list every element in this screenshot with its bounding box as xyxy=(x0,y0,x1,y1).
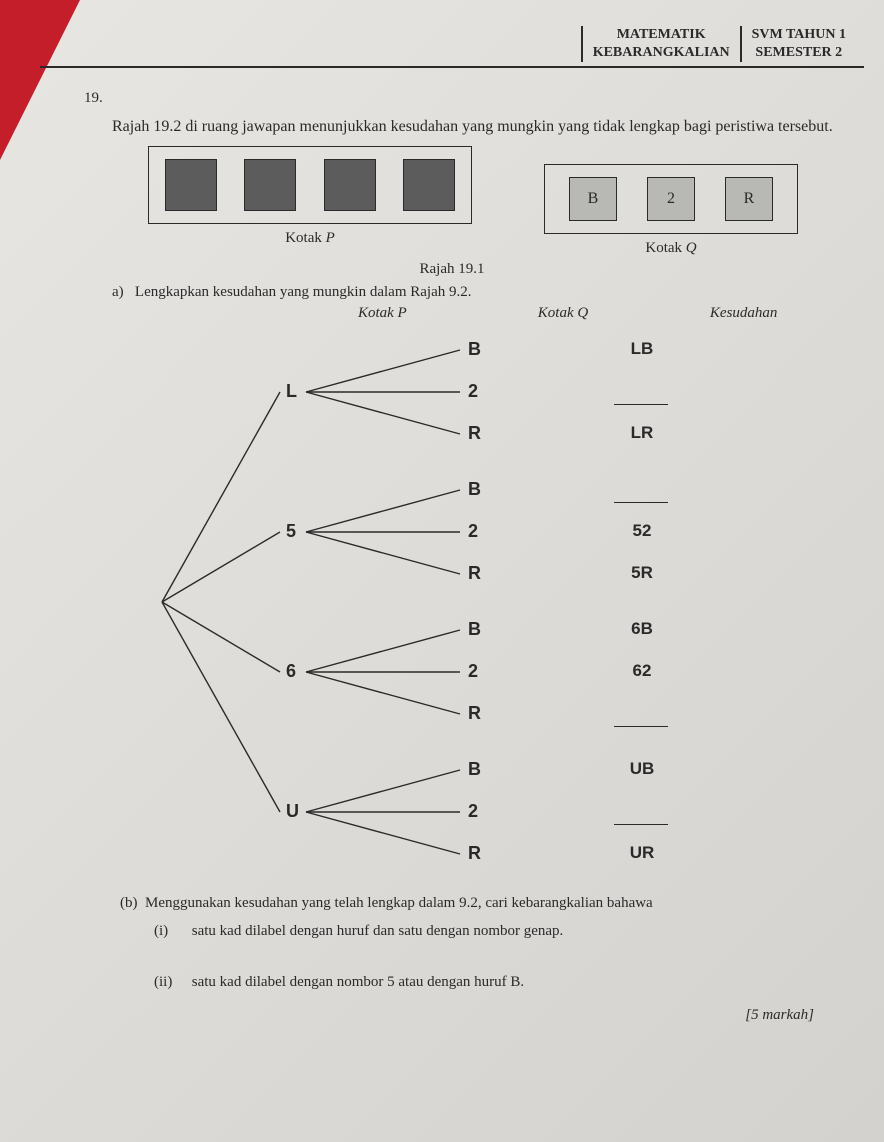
header-level: SVM TAHUN 1 xyxy=(752,26,846,44)
header-topic: KEBARANGKALIAN xyxy=(593,44,730,62)
box-q: B 2 R xyxy=(544,164,798,234)
part-b-text: Menggunakan kesudahan yang telah lengkap… xyxy=(145,895,653,911)
card-p-1 xyxy=(165,159,217,211)
card-p-2 xyxy=(244,159,296,211)
page-header: MATEMATIK KEBARANGKALIAN SVM TAHUN 1 SEM… xyxy=(40,20,864,68)
tree-column-headers: Kotak P Kotak Q Kesudahan xyxy=(112,305,834,322)
col-head-p: Kotak P xyxy=(292,305,473,322)
part-a-text: Lengkapkan kesudahan yang mungkin dalam … xyxy=(135,284,472,300)
col-head-out: Kesudahan xyxy=(653,305,834,322)
part-a: a) Lengkapkan kesudahan yang mungkin dal… xyxy=(112,284,834,301)
header-subject: MATEMATIK xyxy=(593,26,730,44)
box-p xyxy=(148,146,472,224)
tree-diagram: LBLB2RLR5B252R5R6B6B262RUBUB2RUR xyxy=(72,322,832,882)
part-b-i-label: (i) xyxy=(154,920,188,943)
part-a-label: a) xyxy=(112,284,124,300)
part-b-i-text: satu kad dilabel dengan huruf dan satu d… xyxy=(192,923,564,939)
box-p-label: Kotak P xyxy=(148,230,472,247)
header-semester: SEMESTER 2 xyxy=(752,44,846,62)
card-p-4 xyxy=(403,159,455,211)
col-head-q: Kotak Q xyxy=(473,305,654,322)
figure-caption: Rajah 19.1 xyxy=(40,261,864,278)
question-number: 19. xyxy=(84,90,103,107)
question-text: Rajah 19.2 di ruang jawapan menunjukkan … xyxy=(112,116,834,138)
card-p-3 xyxy=(324,159,376,211)
card-q-1: B xyxy=(569,177,617,221)
part-b-ii-label: (ii) xyxy=(154,971,188,994)
marks: [5 markah] xyxy=(40,1007,814,1024)
card-q-2: 2 xyxy=(647,177,695,221)
part-b-label: (b) xyxy=(120,895,138,911)
box-q-label: Kotak Q xyxy=(544,240,798,257)
part-b: (b) Menggunakan kesudahan yang telah len… xyxy=(120,892,824,994)
part-b-ii-text: satu kad dilabel dengan nombor 5 atau de… xyxy=(192,974,524,990)
card-q-3: R xyxy=(725,177,773,221)
